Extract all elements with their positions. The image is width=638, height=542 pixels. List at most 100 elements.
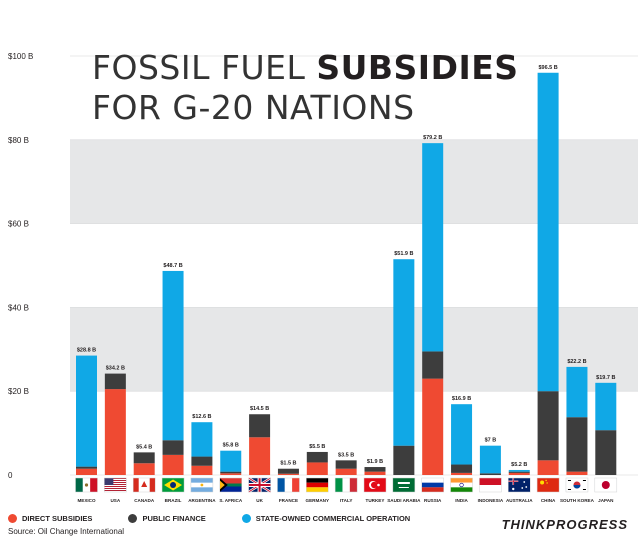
x-label-china: CHINA [541,498,556,503]
bar-canada-1 [133,452,155,464]
bar-russia-0 [422,378,444,475]
source-note: Source: Oil Change International [8,527,125,536]
total-label-india: $16.9 B [452,396,471,402]
uk-flag-border [248,477,271,493]
south-korea-flag-border [565,477,589,493]
australia-flag-border [508,477,531,493]
x-label-mexico: MEXICO [77,498,96,503]
x-label-usa: USA [110,498,120,503]
bar-russia-2 [422,143,444,352]
total-label-japan: $19.7 B [596,375,615,381]
total-label-uk: $14.5 B [250,406,269,412]
bar-china-1 [537,391,559,461]
usa-flag-border [104,477,127,493]
bar-usa-0 [104,389,126,475]
bar-south-korea-2 [566,366,588,418]
india-flag-border [450,477,473,493]
bar-australia-0 [508,472,530,475]
y-tick-label-20: $20 B [8,387,29,396]
total-label-canada: $5.4 B [136,444,152,450]
title-line-1-light: FOSSIL FUEL [92,48,317,87]
x-label-russia: RUSSIA [424,498,442,503]
india-flag-icon [450,477,473,493]
total-label-turkey: $1.9 B [367,459,383,465]
south-africa-flag-border [219,477,242,493]
bar-brazil-0 [162,454,184,475]
total-label-australia: $5.2 B [511,462,527,468]
germany-flag-border [306,477,329,493]
usa-flag-icon [104,477,127,493]
saudi-arabia-flag-icon [392,477,416,493]
brazil-flag-border [161,477,185,493]
australia-flag-icon [508,477,531,493]
x-label-germany: GERMANY [306,498,329,503]
bar-canada-0 [133,463,155,475]
y-tick-label-40: $40 B [8,303,29,312]
bar-india-1 [451,464,473,473]
japan-flag-icon [594,477,618,493]
legend-swatch-state-owned [241,514,251,523]
bar-japan-2 [595,382,617,431]
bar-mexico-0 [76,468,97,475]
x-label-australia: AUSTRALIA [506,498,533,503]
total-labels: $28.8 B $34.2 B $5.4 B $48.7 B $12.6 B $5.8 B… [77,65,616,468]
legend-label-public-finance: PUBLIC FINANCE [142,514,206,523]
legend-label-state-owned: STATE-OWNED COMMERCIAL OPERATION [255,514,411,523]
bar-france-1 [277,468,299,474]
bar-saudi-arabia-2 [393,259,415,446]
bar-australia-1 [508,471,530,473]
bar-brazil-2 [162,270,184,441]
bar-germany-0 [306,462,328,475]
flag-row [75,476,618,494]
italy-flag-icon [334,477,358,493]
russia-flag-border [421,477,444,493]
france-flag-icon [277,477,300,493]
indonesia-flag-border [479,477,502,493]
x-label-japan: JAPAN [598,498,614,503]
x-label-saudi-arabia: SAUDI ARABIA [387,498,421,503]
bars [76,72,617,475]
bar-s-africa-2 [220,450,242,472]
y-tick-label-100: $100 B [8,52,33,61]
bar-indonesia-1 [479,473,501,475]
y-tick-label-0: 0 [8,471,13,480]
legend: DIRECT SUBSIDIES PUBLIC FINANCE STATE-OW… [8,514,446,523]
x-label-france: FRANCE [279,498,298,503]
legend-swatch-direct-subsidies [8,514,17,523]
turkey-flag-icon [363,477,387,493]
total-label-argentina: $12.6 B [192,414,211,420]
france-flag-border [277,477,300,493]
bar-france-0 [277,473,299,475]
bar-india-2 [451,404,473,465]
y-tick-label-60: $60 B [8,220,29,229]
x-label-italy: ITALY [340,498,353,503]
total-label-france: $1.5 B [280,461,296,467]
chart-title: FOSSIL FUEL SUBSIDIES FOR G-20 NATIONS [92,48,519,128]
turkey-flag-border [363,477,387,493]
x-label-indonesia: INDONESIA [478,498,504,503]
x-label-s-africa: S. AFRICA [219,498,242,503]
bar-china-0 [537,460,559,475]
legend-item-state-owned: STATE-OWNED COMMERCIAL OPERATION [241,514,411,523]
total-label-usa: $34.2 B [106,366,125,372]
total-label-china: $96.5 B [538,65,557,71]
x-axis-labels: MEXICO USA CANADA BRAZIL ARGENTINA S. AFRICA U… [77,498,614,503]
bar-japan-1 [595,430,617,475]
total-label-brazil: $48.7 B [163,263,182,269]
bar-china-2 [537,72,559,392]
brand-logo: THINKPROGRESS [501,517,628,532]
total-label-saudi-arabia: $51.9 B [394,251,413,257]
x-label-india: INDIA [455,498,468,503]
canada-flag-icon [132,477,156,493]
mexico-flag-icon [75,477,98,493]
bar-italy-0 [335,468,357,475]
total-label-mexico: $28.8 B [77,348,96,354]
legend-item-public-finance: PUBLIC FINANCE [128,514,206,523]
total-label-indonesia: $7 B [485,438,497,444]
x-label-argentina: ARGENTINA [188,498,216,503]
bar-usa-1 [104,373,126,390]
bar-brazil-1 [162,440,184,455]
legend-label-direct-subsidies: DIRECT SUBSIDIES [22,514,93,523]
south-korea-flag-icon [565,477,589,493]
